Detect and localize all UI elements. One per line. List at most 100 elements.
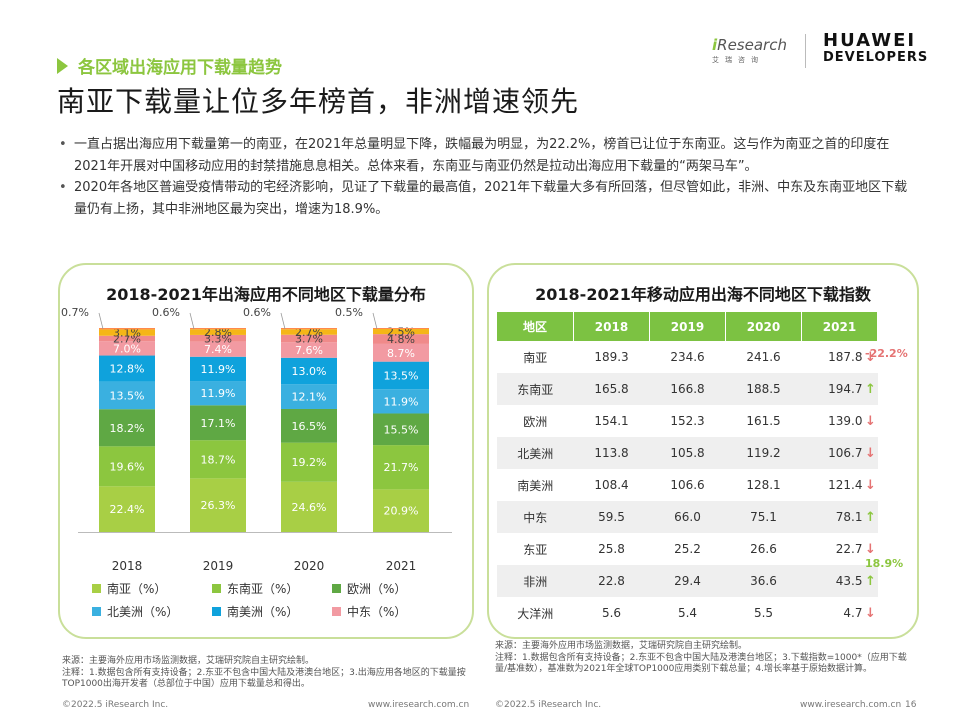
table-row: 东亚 25.8 25.2 26.6 22.7 ↓ (497, 533, 878, 565)
region-cell: 南美洲 (517, 478, 554, 493)
legend-item-south-america: 南美洲（%） (212, 603, 332, 620)
data-label: 3.1% (113, 327, 141, 340)
data-label-small: 0.5% (335, 306, 363, 319)
legend-item-middle-east: 中东（%） (332, 603, 452, 620)
data-label: 2.5% (387, 326, 415, 339)
legend-swatch (332, 584, 341, 593)
value-text: 106.7 (828, 445, 863, 460)
bar-segment (99, 381, 155, 410)
bar-segment (373, 489, 429, 532)
bar-segment (190, 356, 246, 382)
data-label: 7.4% (204, 343, 232, 356)
growth-rate-label: -22.2% (865, 347, 908, 360)
legend-label: 东南亚（%） (227, 582, 299, 596)
data-label: 11.9% (384, 395, 419, 408)
data-label: 3.3% (204, 332, 232, 345)
data-label: 11.9% (201, 363, 236, 376)
bar-segment (99, 355, 155, 382)
data-label: 20.9% (384, 505, 419, 518)
value-text: 187.8 (828, 349, 863, 364)
leader-line (372, 312, 378, 330)
data-label: 7.6% (295, 344, 323, 357)
data-label-small: 0.7% (61, 306, 89, 319)
arrow-down-icon: ↓ (865, 477, 876, 493)
value-cell: 154.1 (594, 414, 629, 428)
arrow-down-icon: ↓ (865, 605, 876, 621)
value-cell: 194.7 ↑ (801, 373, 878, 405)
page-number: 16 (905, 700, 917, 710)
value-cell: 119.2 (725, 437, 802, 469)
table-row: 北美洲 113.8 105.8 119.2 106.7 ↓ (497, 437, 878, 469)
bar-segment (373, 361, 429, 390)
value-cell: 121.4 ↓ (802, 469, 878, 501)
value-cell: 128.1 (746, 478, 781, 492)
table-row: 大洋洲 5.6 5.4 5.5 4.7 ↓ (497, 597, 878, 629)
data-label: 16.5% (292, 420, 327, 433)
bar-segment (190, 341, 246, 357)
data-label: 24.6% (292, 501, 327, 514)
bar-segment (281, 384, 337, 409)
url-right: www.iresearch.com.cn (800, 700, 902, 710)
value-cell: 113.8 (573, 437, 650, 469)
data-label: 12.8% (110, 363, 145, 376)
column-header: 2020 (725, 312, 802, 341)
summary-bullets: 一直占据出海应用下载量第一的南亚，在2021年总量明显下降，跌幅最为明显，为22… (57, 134, 912, 220)
bar-segment (190, 478, 246, 532)
value-cell: 4.7 ↓ (802, 597, 878, 629)
bar-segment (190, 381, 246, 406)
value-cell: 234.6 (670, 350, 705, 364)
legend-swatch (92, 607, 101, 616)
bar-segment (99, 409, 155, 447)
data-label: 18.2% (110, 422, 145, 435)
value-cell: 26.6 (750, 542, 777, 556)
bar-segment (373, 334, 429, 344)
column-header: 地区 (497, 312, 574, 341)
value-cell: 36.6 (725, 565, 802, 597)
huawei-logo-line1: HUAWEI (823, 30, 917, 51)
source-note-left: 来源：主要海外应用市场监测数据，艾瑞研究院自主研究绘制。 注释：1.数据包含所有… (62, 656, 482, 691)
bar-segment (373, 343, 429, 362)
bar-segment (281, 442, 337, 482)
copyright-left: ©2022.5 iResearch Inc. (62, 700, 169, 710)
value-cell: 5.6 (601, 606, 622, 620)
leader-line (280, 312, 286, 330)
legend-swatch (212, 607, 221, 616)
value-cell: 241.6 (746, 350, 781, 364)
iresearch-logo-sub: 艾瑞咨询 (712, 56, 764, 64)
bar-segment (281, 329, 337, 335)
table-row: 中东 59.5 66.0 75.1 78.1 ↑ (497, 501, 878, 533)
data-label: 18.7% (201, 453, 236, 466)
legend-item-europe: 欧洲（%） (332, 580, 452, 597)
legend-label: 南美洲（%） (227, 605, 299, 619)
bar-segment (99, 329, 155, 336)
value-text: 43.5 (835, 573, 863, 588)
value-cell: 25.2 (674, 542, 701, 556)
data-label: 12.1% (292, 391, 327, 404)
data-label: 22.4% (110, 503, 145, 516)
data-label: 19.2% (292, 456, 327, 469)
iresearch-logo-text: Research (717, 36, 787, 54)
bar-segment (373, 413, 429, 446)
value-cell: 59.5 (573, 501, 650, 533)
value-cell: 187.8 ↓ (802, 341, 878, 373)
value-cell: 108.4 (594, 478, 629, 492)
region-cell: 北美洲 (497, 437, 574, 469)
data-label: 21.7% (384, 461, 419, 474)
value-cell: 29.4 (649, 565, 726, 597)
bar-segment (281, 408, 337, 443)
value-text: 194.7 (828, 381, 863, 396)
legend-label: 欧洲（%） (347, 582, 407, 596)
huawei-developers-logo: HUAWEI DEVELOPERS (823, 30, 928, 65)
value-cell: 43.5 ↑ (801, 565, 878, 597)
table-row: 非洲 22.8 29.4 36.6 43.5 ↑ (497, 565, 878, 597)
data-label: 4.8% (387, 333, 415, 346)
x-tick-label: 2018 (112, 559, 143, 573)
bar-segment (373, 389, 429, 414)
bar-segment (281, 342, 337, 358)
bullet-2: 2020年各地区普遍受疫情带动的宅经济影响，见证了下载量的最高值，2021年下载… (57, 177, 912, 220)
data-label: 2.7% (113, 333, 141, 346)
region-cell: 东亚 (523, 542, 548, 557)
region-cell: 中东 (497, 501, 574, 533)
value-cell: 22.8 (573, 565, 650, 597)
value-text: 78.1 (835, 509, 863, 524)
